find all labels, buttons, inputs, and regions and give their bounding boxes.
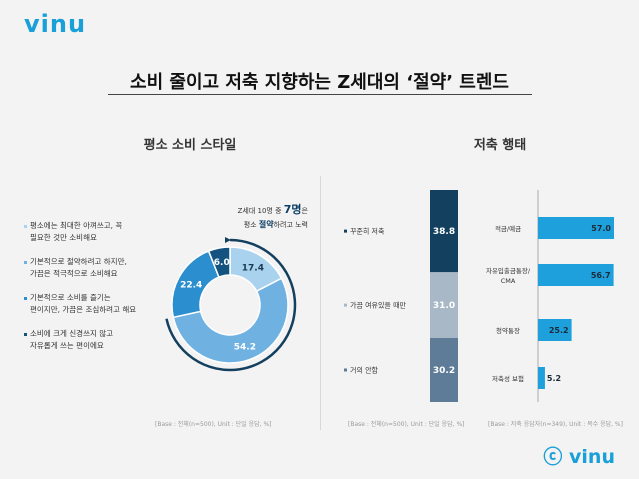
- title-underline: [108, 94, 532, 95]
- callout-text-part: Z세대 10명 중: [237, 207, 284, 215]
- horizontal-bar-category-label: 자유입출금통장/: [486, 266, 531, 275]
- donut-data-label: 54.2: [234, 342, 256, 352]
- donut-data-label: 22.4: [180, 280, 202, 290]
- horizontal-bar-category-label: 적금/예금: [495, 224, 521, 233]
- horizontal-bar-data-label: 25.2: [549, 326, 569, 335]
- callout-highlight: 절약: [258, 220, 274, 229]
- legend-item: 기본적으로 절약하려고 하지만, 가끔은 적극적으로 소비해요: [24, 256, 164, 280]
- copyright-logo: ⓒ vinu: [543, 446, 615, 468]
- stacked-bar-category-label: 거의 안함: [350, 365, 379, 374]
- base-note-middle: [Base : 전체(n=500), Unit : 단일 응답, %]: [348, 421, 465, 428]
- stacked-bar-data-label: 38.8: [433, 227, 455, 237]
- legend-item: 소비에 크게 신경쓰지 않고 자유롭게 쓰는 편이에요: [24, 328, 164, 352]
- donut-slice: [207, 246, 231, 279]
- section-title-saving-behavior: 저축 행태: [473, 138, 527, 153]
- legend-text: 자유롭게 쓰는 편이에요: [30, 341, 104, 350]
- callout-text-part: 평소: [243, 221, 259, 229]
- horizontal-bar-data-label: 5.2: [547, 374, 561, 383]
- donut-legend: 평소에는 최대한 아껴쓰고, 꼭 필요한 것만 소비해요 기본적으로 절약하려고…: [24, 220, 164, 352]
- horizontal-bar-category-label: 청약통장: [496, 326, 520, 335]
- legend-item: 평소에는 최대한 아껴쓰고, 꼭 필요한 것만 소비해요: [24, 220, 164, 244]
- horizontal-bar: [538, 367, 545, 389]
- donut-data-label: 6.0: [214, 258, 230, 268]
- stacked-bar-segment: [430, 272, 458, 338]
- legend-text: 평소에는 최대한 아껴쓰고, 꼭: [30, 221, 123, 230]
- legend-item: 기본적으로 소비를 즐기는 편이지만, 가끔은 조심하려고 해요: [24, 292, 164, 316]
- stacked-bar-category-label: 가끔 여유있을 때만: [350, 301, 407, 310]
- horizontal-bar-data-label: 56.7: [591, 271, 611, 280]
- horizontal-bar-chart: 57.0 적금/예금 56.7 자유입출금통장/CMA 25.2 청약통장 5.2 저축성 보…: [486, 190, 614, 402]
- page-title: 소비 줄이고 저축 지향하는 Z세대의 ‘절약’ 트렌드: [130, 72, 509, 93]
- legend-swatch: [24, 332, 27, 336]
- legend-text: 기본적으로 절약하려고 하지만,: [30, 257, 127, 266]
- highlight-arrow-icon: [225, 237, 231, 243]
- stacked-bar-chart: 38.8 꾸준히 저축 31.0 가끔 여유있을 때만 30.2 거의 안함: [344, 190, 458, 402]
- legend-text: 소비에 크게 신경쓰지 않고: [30, 329, 114, 338]
- section-divider: [320, 176, 321, 430]
- horizontal-bar-category-label: 저축성 보험: [492, 374, 524, 383]
- stacked-bar-legend-swatch: [344, 303, 347, 307]
- section-title-consumption-style: 평소 소비 스타일: [143, 138, 237, 153]
- callout-highlight: 7명: [283, 203, 302, 216]
- legend-text: 필요한 것만 소비해요: [30, 233, 97, 242]
- horizontal-bar: [538, 319, 572, 341]
- stacked-bar-data-label: 31.0: [433, 301, 455, 311]
- horizontal-bar: [538, 217, 614, 239]
- legend-swatch: [24, 260, 27, 264]
- base-note-right: [Base : 저축 응답자(n=349), Unit : 복수 응답, %]: [488, 421, 623, 428]
- donut-chart: 17.4 54.2 22.4 6.0: [165, 237, 297, 372]
- stacked-bar-segment: [430, 190, 458, 273]
- stacked-bar-segment: [430, 337, 458, 402]
- stacked-bar-legend-swatch: [344, 368, 347, 372]
- horizontal-bar: [538, 264, 614, 286]
- brand-logo: vinu: [24, 10, 87, 38]
- legend-swatch: [24, 224, 27, 228]
- stacked-bar-legend-swatch: [344, 229, 347, 233]
- stacked-bar-category-label: 꾸준히 저축: [350, 227, 385, 236]
- base-note-left: [Base : 전체(n=500), Unit : 단일 응답, %]: [155, 421, 272, 428]
- horizontal-bar-category-label: CMA: [501, 277, 516, 285]
- callout-text-part: 하려고 노력: [273, 221, 308, 229]
- callout-text: Z세대 10명 중 7명은 평소 절약하려고 노력: [212, 203, 308, 232]
- legend-text: 가끔은 적극적으로 소비해요: [30, 269, 118, 278]
- legend-text: 편이지만, 가끔은 조심하려고 해요: [30, 305, 137, 314]
- legend-text: 기본적으로 소비를 즐기는: [30, 293, 111, 302]
- callout-text-part: 은: [301, 207, 308, 215]
- horizontal-bar-data-label: 57.0: [591, 224, 611, 233]
- donut-data-label: 17.4: [242, 263, 264, 273]
- highlight-arc: [165, 238, 297, 372]
- stacked-bar-data-label: 30.2: [433, 366, 455, 376]
- donut-slice: [172, 277, 289, 364]
- legend-swatch: [24, 296, 27, 300]
